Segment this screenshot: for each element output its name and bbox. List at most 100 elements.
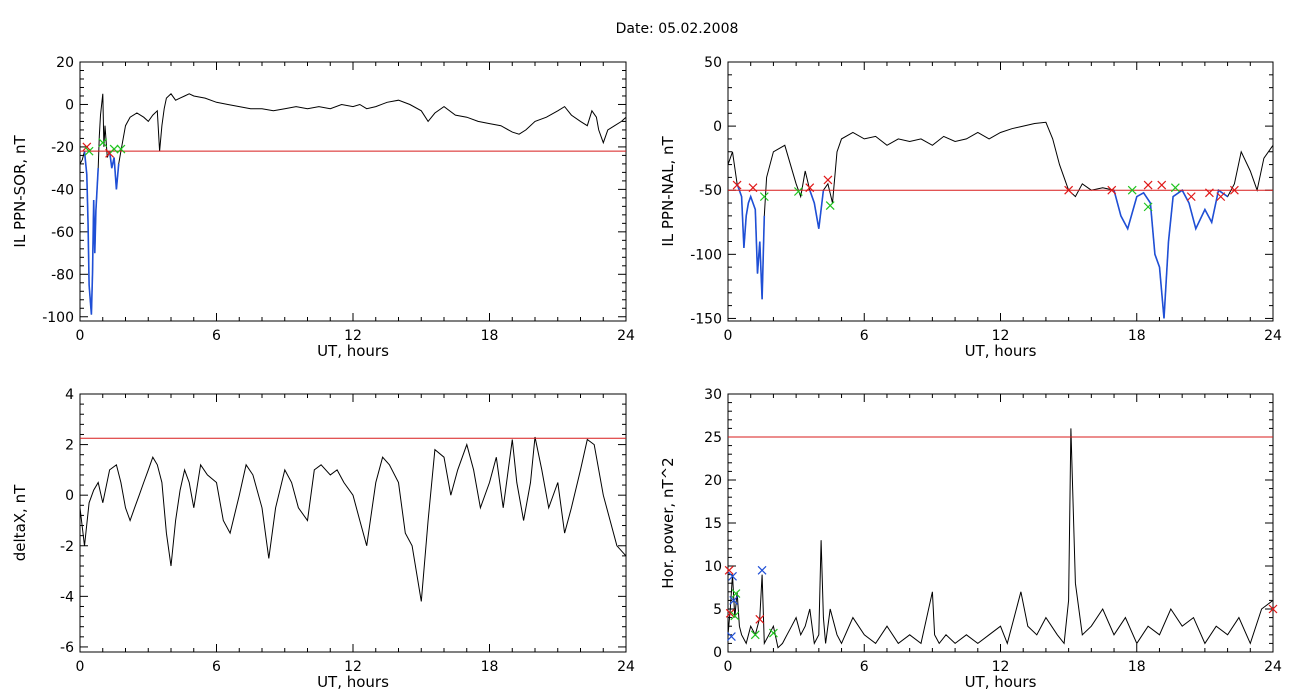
x-tick-label: 24 xyxy=(1264,328,1282,344)
marker-stroke xyxy=(1143,202,1153,212)
y-tick-label: 20 xyxy=(704,473,722,489)
marker-red xyxy=(1064,185,1074,195)
x-axis-label: UT, hours xyxy=(317,342,389,360)
x-tick-label: 0 xyxy=(724,328,733,344)
y-axis-label: IL PPN-SOR, nT xyxy=(11,135,29,248)
y-tick-label: 10 xyxy=(704,559,722,575)
y-tick-label: -6 xyxy=(60,640,74,656)
marker-red xyxy=(1157,180,1167,190)
y-tick-label: 20 xyxy=(56,55,74,71)
marker-stroke xyxy=(1107,185,1117,195)
marker-blue xyxy=(757,565,767,575)
marker-blue xyxy=(728,571,737,581)
x-tick-label: 6 xyxy=(212,328,221,344)
y-tick-label: 5 xyxy=(713,602,722,618)
marker-stroke xyxy=(1170,183,1180,193)
y-tick-label: -150 xyxy=(690,311,722,327)
marker-red xyxy=(1204,188,1214,198)
marker-stroke xyxy=(805,183,815,193)
x-tick-label: 18 xyxy=(481,328,499,344)
marker-stroke xyxy=(759,192,769,202)
marker-stroke xyxy=(1157,180,1167,190)
y-axis-label: Hor. power, nT^2 xyxy=(659,457,677,588)
marker-stroke xyxy=(84,146,94,156)
y-tick-label: 0 xyxy=(713,645,722,661)
marker-green xyxy=(1143,202,1153,212)
marker-stroke xyxy=(1216,192,1226,202)
y-tick-label: 25 xyxy=(704,430,722,446)
y-tick-label: -4 xyxy=(60,589,74,605)
marker-red xyxy=(725,608,735,618)
x-tick-label: 0 xyxy=(76,328,85,344)
marker-stroke xyxy=(1204,188,1214,198)
marker-red xyxy=(82,142,92,152)
marker-green xyxy=(1170,183,1180,193)
marker-green xyxy=(116,144,126,154)
marker-stroke xyxy=(729,595,739,605)
marker-green xyxy=(768,628,778,638)
marker-stroke xyxy=(748,183,758,193)
marker-stroke xyxy=(1229,185,1239,195)
marker-stroke xyxy=(1064,185,1074,195)
x-tick-label: 12 xyxy=(344,328,362,344)
marker-green xyxy=(750,630,760,640)
y-tick-label: 0 xyxy=(713,119,722,135)
x-tick-label: 24 xyxy=(617,659,635,675)
marker-green xyxy=(84,146,94,156)
x-axis-label: UT, hours xyxy=(965,342,1037,360)
marker-stroke xyxy=(728,571,737,581)
data-series-line xyxy=(79,93,627,315)
marker-green xyxy=(731,589,741,598)
highlight-segment xyxy=(736,183,766,300)
marker-stroke xyxy=(109,144,119,154)
y-tick-label: -80 xyxy=(51,267,74,283)
x-tick-label: 0 xyxy=(76,659,85,675)
y-axis-label: IL PPN-NAL, nT xyxy=(659,136,677,247)
marker-stroke xyxy=(1268,604,1278,614)
marker-red xyxy=(823,175,833,185)
y-tick-label: -100 xyxy=(42,310,74,326)
highlight-segment xyxy=(809,189,825,229)
plot-frame xyxy=(79,393,627,653)
marker-stroke xyxy=(1143,180,1153,190)
y-tick-label: -50 xyxy=(699,183,722,199)
x-tick-label: 24 xyxy=(1264,659,1282,675)
y-tick-label: 2 xyxy=(65,438,74,454)
x-tick-label: 18 xyxy=(1128,659,1146,675)
marker-stroke xyxy=(793,187,803,196)
marker-red xyxy=(805,183,815,193)
marker-stroke xyxy=(755,614,765,624)
x-axis-label: UT, hours xyxy=(965,673,1037,691)
y-axis-label: deltaX, nT xyxy=(11,484,29,561)
x-tick-label: 18 xyxy=(481,659,499,675)
marker-red xyxy=(1216,192,1226,202)
marker-stroke xyxy=(98,138,108,148)
highlight-segment xyxy=(83,151,99,315)
x-tick-label: 6 xyxy=(212,659,221,675)
x-tick-label: 12 xyxy=(992,659,1010,675)
marker-stroke xyxy=(757,565,767,575)
marker-red xyxy=(1229,185,1239,195)
x-tick-label: 12 xyxy=(344,659,362,675)
marker-red xyxy=(732,180,742,190)
marker-stroke xyxy=(768,628,778,638)
x-tick-label: 24 xyxy=(617,328,635,344)
data-series-line xyxy=(79,436,627,602)
x-tick-label: 12 xyxy=(992,328,1010,344)
marker-stroke xyxy=(116,144,126,154)
marker-stroke xyxy=(82,142,92,152)
marker-green xyxy=(98,138,108,148)
marker-green xyxy=(825,201,835,211)
marker-stroke xyxy=(730,611,740,621)
y-tick-label: -20 xyxy=(51,140,74,156)
marker-green xyxy=(793,187,803,196)
marker-stroke xyxy=(750,630,760,640)
marker-stroke xyxy=(1127,185,1137,195)
marker-red xyxy=(1107,185,1117,195)
chart-power: 0 6 12 18 24 30 25 20 15 10 5 0 UT, hours Hor. power,… xyxy=(659,387,1282,691)
marker-stroke xyxy=(731,589,741,598)
marker-stroke xyxy=(724,565,734,575)
highlight-segment xyxy=(108,151,120,190)
y-tick-label: 0 xyxy=(65,97,74,113)
